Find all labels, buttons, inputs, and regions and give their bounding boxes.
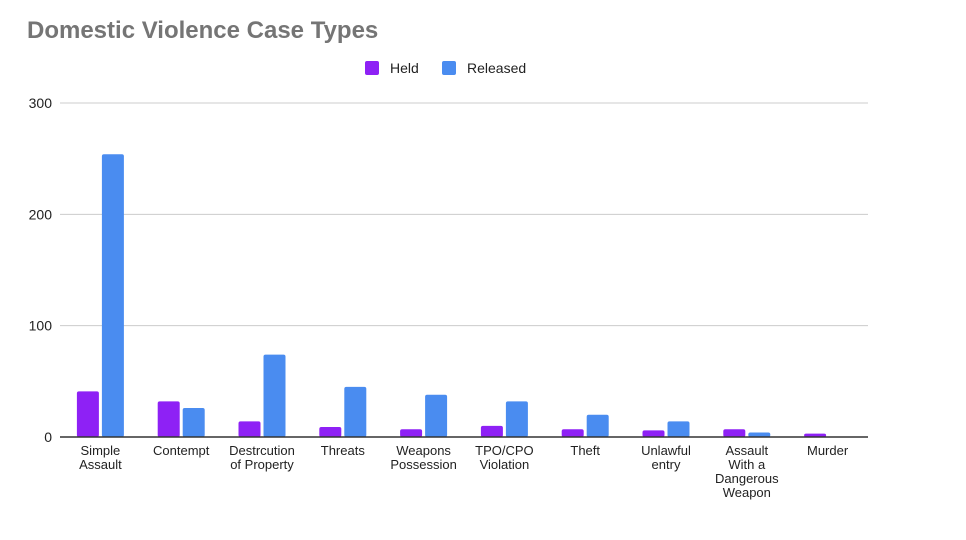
bar-released-0 [101, 154, 124, 438]
x-tick-label-4: Weapons Possession [390, 443, 456, 472]
legend-swatch-released [442, 61, 456, 75]
chart-title: Domestic Violence Case Types [27, 17, 379, 44]
x-tick-label-9: Murder [807, 443, 849, 458]
x-tick-label-8: Assault With a Dangerous Weapon [715, 443, 779, 500]
y-tick-label-100: 100 [29, 318, 53, 334]
x-tick-label-6: Theft [570, 443, 600, 458]
y-tick-label-200: 200 [29, 206, 53, 222]
bar-released-3 [344, 386, 367, 437]
x-tick-label-line: Dangerous [715, 471, 779, 486]
bar-held-0 [76, 391, 99, 437]
x-tick-label-5: TPO/CPO Violation [475, 443, 534, 472]
bar-released-1 [182, 408, 205, 437]
legend-swatch-held [365, 61, 379, 75]
x-tick-label-1: Contempt [153, 443, 210, 458]
x-tick-label-2: Destrcution of Property [229, 443, 295, 472]
legend: Held Released [0, 60, 966, 80]
x-tick-label-line: Assault [725, 443, 768, 458]
y-tick-label-0: 0 [44, 429, 52, 445]
x-tick-label-line: Assault [79, 457, 122, 472]
bar-held-8 [723, 429, 746, 437]
x-tick-label-line: Simple [81, 443, 121, 458]
x-tick-label-7: Unlawful entry [641, 443, 691, 472]
legend-label-held: Held [390, 60, 419, 76]
x-tick-label-3: Threats [321, 443, 366, 458]
bar-held-9 [804, 433, 827, 437]
bar-held-4 [400, 429, 423, 437]
x-tick-label-line: entry [652, 457, 681, 472]
bar-released-2 [263, 354, 286, 437]
bar-released-4 [425, 394, 448, 437]
x-tick-label-line: TPO/CPO [475, 443, 534, 458]
x-tick-label-line: Unlawful [641, 443, 691, 458]
x-tick-label-line: Weapons [396, 443, 451, 458]
x-tick-label-line: Contempt [153, 443, 210, 458]
bar-released-8 [748, 432, 771, 437]
x-tick-label-line: Possession [390, 457, 456, 472]
legend-label-released: Released [467, 60, 527, 76]
x-tick-label-line: Threats [321, 443, 366, 458]
bar-held-3 [319, 426, 342, 437]
y-tick-label-300: 300 [29, 95, 53, 111]
bar-held-5 [480, 425, 503, 437]
bar-held-6 [561, 429, 584, 437]
x-tick-label-line: Violation [480, 457, 530, 472]
x-tick-label-line: Murder [807, 443, 849, 458]
x-tick-label-line: With a [728, 457, 766, 472]
x-tick-label-line: Destrcution [229, 443, 295, 458]
bar-held-2 [238, 421, 261, 437]
x-tick-label-line: Weapon [723, 485, 771, 500]
bar-released-5 [505, 401, 528, 437]
bar-released-6 [586, 414, 609, 437]
x-tick-label-0: Simple Assault [79, 443, 122, 472]
x-tick-label-line: of Property [230, 457, 294, 472]
bar-released-7 [667, 421, 690, 437]
legend-item-held[interactable]: Held [365, 60, 419, 76]
bar-held-7 [642, 430, 665, 437]
x-tick-label-line: Theft [570, 443, 600, 458]
legend-item-released[interactable]: Released [442, 60, 526, 76]
bar-held-1 [157, 401, 180, 437]
